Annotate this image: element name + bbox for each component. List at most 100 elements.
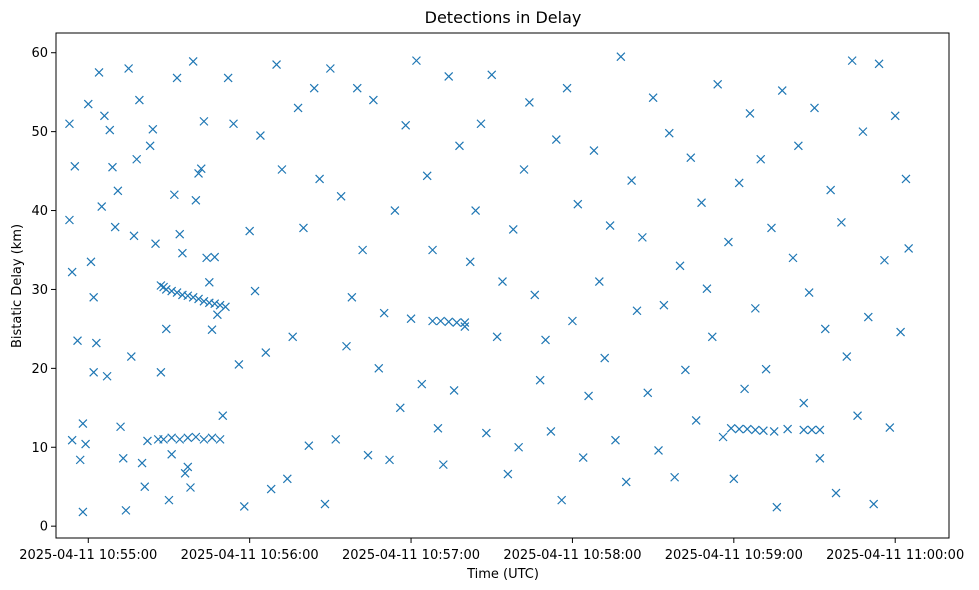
data-point [202, 253, 212, 263]
data-point [471, 206, 481, 215]
plot-frame [55, 32, 950, 539]
data-point [788, 253, 798, 263]
y-tick-label: 30 [31, 283, 48, 298]
data-point [347, 292, 357, 302]
data-point [94, 68, 104, 77]
data-point [804, 288, 814, 298]
data-point [600, 353, 610, 363]
data-point [885, 423, 895, 432]
data-point [196, 164, 206, 174]
data-point [436, 316, 446, 326]
data-point [78, 419, 88, 429]
data-point [277, 165, 287, 174]
data-point [167, 286, 177, 296]
data-point [573, 199, 583, 209]
data-point [134, 95, 144, 105]
data-point [129, 231, 139, 241]
data-point [433, 423, 443, 433]
data-point [390, 206, 400, 215]
data-point [172, 288, 182, 298]
data-point [156, 281, 166, 290]
data-point [406, 314, 416, 324]
x-tick-label: 2025-04-11 10:55:00 [19, 548, 157, 563]
data-point [151, 239, 160, 249]
data-point [901, 174, 911, 184]
data-point [288, 332, 298, 342]
data-point [858, 127, 868, 137]
data-point [697, 198, 706, 208]
data-point [210, 299, 220, 309]
data-point [691, 416, 701, 425]
data-point [707, 332, 717, 342]
data-point [180, 468, 190, 478]
data-point [358, 245, 368, 255]
data-point [680, 365, 690, 375]
data-point [777, 86, 787, 96]
data-point [86, 257, 96, 267]
data-point [869, 499, 879, 509]
data-point [654, 445, 663, 455]
data-point [568, 316, 577, 326]
data-point [83, 99, 93, 109]
data-point [199, 296, 209, 306]
data-point [438, 460, 448, 470]
data-point [616, 52, 626, 62]
data-point [331, 434, 341, 444]
data-point [713, 79, 723, 89]
data-point [368, 95, 378, 105]
data-point [880, 255, 889, 265]
data-point [172, 73, 182, 83]
data-point [670, 472, 680, 482]
x-axis: 2025-04-11 10:55:00 2025-04-11 10:56:00 20… [19, 538, 964, 563]
data-point [836, 217, 846, 227]
data-point [578, 453, 588, 462]
data-point [207, 325, 217, 335]
data-point [702, 284, 712, 294]
data-point [304, 441, 314, 451]
data-point [455, 141, 464, 151]
data-point [524, 98, 534, 107]
data-point [73, 336, 82, 346]
data-point [229, 119, 238, 129]
data-point [161, 285, 171, 294]
data-point [126, 352, 136, 361]
data-point [503, 469, 513, 479]
data-point [81, 439, 91, 449]
data-point [137, 458, 147, 468]
data-point [632, 306, 642, 316]
data-point [842, 352, 852, 361]
data-point [89, 292, 99, 302]
data-point [342, 341, 351, 351]
data-point [465, 257, 475, 267]
y-axis: 0 10 20 30 40 50 60 [31, 46, 56, 535]
data-point [481, 428, 491, 438]
data-point [293, 103, 303, 113]
data-point [686, 153, 696, 163]
data-point [460, 318, 470, 328]
data-point [266, 484, 276, 494]
data-point [207, 433, 217, 443]
data-point [75, 455, 85, 465]
data-point [815, 453, 825, 463]
data-point [718, 432, 728, 442]
data-point [401, 120, 411, 130]
y-tick-label: 10 [31, 441, 48, 456]
data-point [761, 364, 771, 374]
data-point [102, 371, 112, 381]
data-point [183, 291, 193, 301]
data-point [826, 185, 836, 195]
data-point [799, 398, 809, 408]
data-point [557, 495, 567, 505]
data-point [204, 277, 214, 287]
data-point [78, 507, 88, 517]
data-point [194, 294, 203, 304]
data-point [444, 71, 454, 81]
data-point [67, 435, 77, 445]
data-point [452, 318, 462, 328]
data-point [272, 60, 281, 69]
data-point [188, 292, 198, 302]
data-point [395, 403, 405, 413]
data-point [734, 178, 744, 188]
data-point [767, 223, 776, 233]
